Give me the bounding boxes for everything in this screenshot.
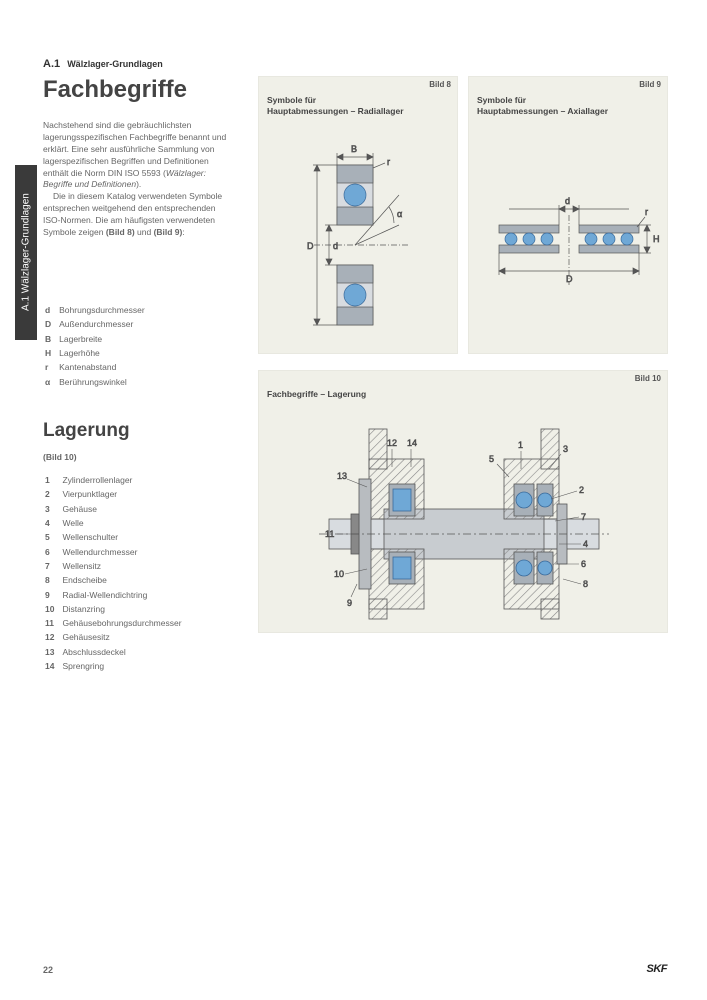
figure-8: Bild 8 Symbole für Hauptabmessungen – Ra… <box>258 76 458 354</box>
symbol-row: BLagerbreite <box>45 333 145 345</box>
lagerung-heading: Lagerung <box>43 420 130 442</box>
figure-8-title: Symbole für Hauptabmessungen – Radiallag… <box>267 95 404 117</box>
symbol-row: rKantenabstand <box>45 361 145 373</box>
svg-text:6: 6 <box>581 559 586 569</box>
axial-bearing-diagram: d D H r <box>469 125 669 355</box>
bild-10-ref: (Bild 10) <box>43 452 77 462</box>
lagerung-row: 9Radial-Wellendichtring <box>45 589 182 601</box>
lagerung-row: 4Welle <box>45 517 182 529</box>
symbol-row: DAußendurchmesser <box>45 318 145 330</box>
svg-text:D: D <box>566 274 573 284</box>
svg-text:d: d <box>565 196 570 206</box>
figure-9-title: Symbole für Hauptabmessungen – Axiallage… <box>477 95 608 117</box>
svg-text:5: 5 <box>489 454 494 464</box>
svg-text:B: B <box>351 144 357 154</box>
lagerung-row: 7Wellensitz <box>45 560 182 572</box>
brand-logo: SKF <box>647 963 668 975</box>
lagerung-row: 12Gehäusesitz <box>45 631 182 643</box>
page-number: 22 <box>43 965 53 975</box>
figure-10-label: Bild 10 <box>635 374 661 383</box>
symbol-row: αBerührungswinkel <box>45 376 145 388</box>
lagerung-row: 6Wellendurchmesser <box>45 546 182 558</box>
section-code: A.1 <box>43 58 60 70</box>
figure-9-label: Bild 9 <box>639 80 661 89</box>
section-header: A.1 Wälzlager-Grundlagen <box>43 58 163 70</box>
symbol-row: dBohrungsdurchmesser <box>45 304 145 316</box>
bearing-arrangement-diagram: 12 14 13 11 10 9 1 3 5 2 7 4 6 8 <box>259 409 669 634</box>
figure-10-title: Fachbegriffe – Lagerung <box>267 389 366 400</box>
lagerung-list: 1Zylinderrollenlager 2Vierpunktlager 3Gehä… <box>43 472 184 674</box>
symbol-definitions: dBohrungsdurchmesser DAußendurchmesser BLa… <box>43 302 147 390</box>
figure-8-label: Bild 8 <box>429 80 451 89</box>
lagerung-row: 14Sprengring <box>45 660 182 672</box>
side-tab: A.1 Wälzlager-Grundlagen <box>15 165 37 340</box>
svg-text:13: 13 <box>337 471 347 481</box>
svg-text:α: α <box>397 209 402 219</box>
lagerung-row: 8Endscheibe <box>45 574 182 586</box>
svg-text:8: 8 <box>583 579 588 589</box>
symbol-row: HLagerhöhe <box>45 347 145 359</box>
svg-text:H: H <box>653 234 660 244</box>
lagerung-row: 1Zylinderrollenlager <box>45 474 182 486</box>
figure-9: Bild 9 Symbole für Hauptabmessungen – Ax… <box>468 76 668 354</box>
svg-text:3: 3 <box>563 444 568 454</box>
intro-text: Nachstehend sind die gebräuchlichsten la… <box>43 120 233 239</box>
lagerung-row: 13Abschlussdeckel <box>45 646 182 658</box>
svg-text:1: 1 <box>518 440 523 450</box>
svg-text:10: 10 <box>334 569 344 579</box>
section-title: Wälzlager-Grundlagen <box>67 59 163 69</box>
svg-text:r: r <box>645 207 648 217</box>
lagerung-row: 3Gehäuse <box>45 503 182 515</box>
svg-text:D: D <box>307 241 314 251</box>
svg-text:14: 14 <box>407 438 417 448</box>
svg-text:12: 12 <box>387 438 397 448</box>
figure-10: Bild 10 Fachbegriffe – Lagerung <box>258 370 668 633</box>
svg-text:r: r <box>387 157 390 167</box>
lagerung-row: 2Vierpunktlager <box>45 488 182 500</box>
lagerung-row: 5Wellenschulter <box>45 531 182 543</box>
svg-text:4: 4 <box>583 539 588 549</box>
page-title: Fachbegriffe <box>43 76 187 104</box>
svg-text:2: 2 <box>579 485 584 495</box>
lagerung-row: 11Gehäusebohrungsdurchmesser <box>45 617 182 629</box>
svg-text:9: 9 <box>347 598 352 608</box>
lagerung-row: 10Distanzring <box>45 603 182 615</box>
svg-text:d: d <box>333 241 338 251</box>
radial-bearing-diagram: D d B r α <box>259 125 459 355</box>
svg-text:7: 7 <box>581 512 586 522</box>
svg-text:11: 11 <box>325 529 334 539</box>
